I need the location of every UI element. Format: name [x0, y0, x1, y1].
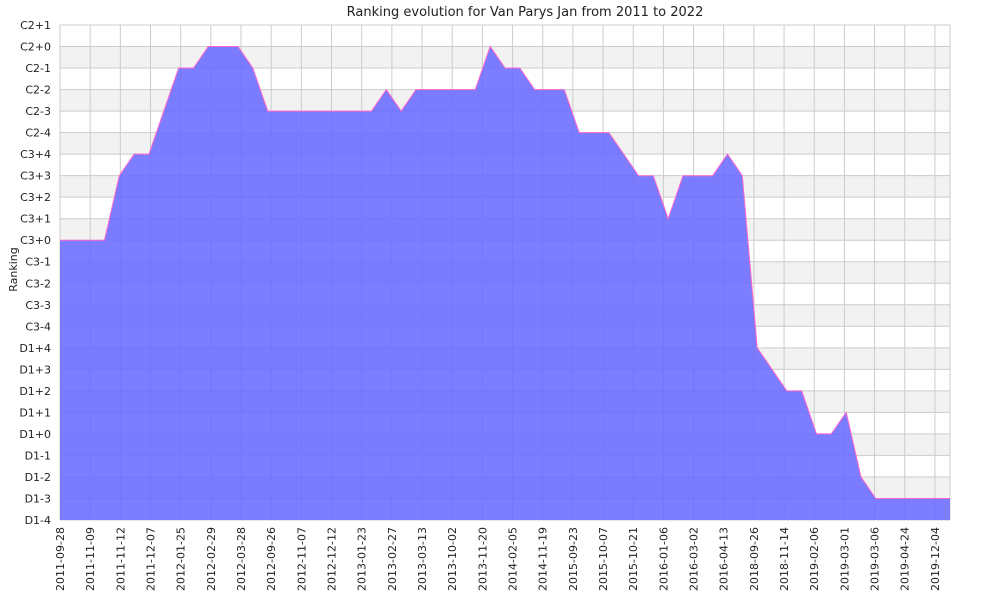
y-tick-label: C2+0 — [20, 41, 51, 54]
grid-band — [60, 46, 950, 69]
x-tick-label: 2019-03-01 — [838, 527, 851, 591]
x-tick-label: 2012-01-25 — [175, 527, 188, 591]
y-tick-label: C3+4 — [20, 148, 51, 161]
y-tick-label: D1+3 — [19, 363, 51, 376]
y-tick-label: D1-1 — [25, 449, 51, 462]
y-tick-label: D1-3 — [25, 492, 51, 505]
x-tick-label: 2012-12-12 — [326, 527, 339, 591]
x-tick-label: 2019-03-06 — [869, 527, 882, 591]
y-tick-label: C2-2 — [25, 84, 51, 97]
x-tick-label: 2019-12-04 — [929, 527, 942, 591]
y-tick-label: D1+4 — [19, 342, 51, 355]
x-tick-label: 2014-11-19 — [537, 527, 550, 591]
x-tick-label: 2011-12-07 — [145, 527, 158, 591]
x-tick-label: 2011-11-12 — [114, 527, 127, 591]
y-tick-label: C3-1 — [25, 256, 51, 269]
y-tick-label: C3+1 — [20, 213, 51, 226]
y-tick-label: D1+0 — [19, 428, 51, 441]
x-tick-label: 2016-01-06 — [657, 527, 670, 591]
x-tick-label: 2015-09-23 — [567, 527, 580, 591]
x-tick-labels: 2011-09-28 2011-11-09 2011-11-12 2011-12-07… — [54, 527, 942, 591]
x-tick-label: 2012-02-29 — [205, 527, 218, 591]
x-tick-label: 2013-10-02 — [446, 527, 459, 591]
x-tick-label: 2015-10-07 — [597, 527, 610, 591]
x-tick-label: 2012-09-26 — [265, 527, 278, 591]
y-tick-labels: D1-4 D1-3 D1-2 D1-1 D1+0 D1+1 D1+2 D1+3 D1+4 C3-4… — [19, 19, 51, 527]
x-tick-label: 2011-09-28 — [54, 527, 67, 591]
x-tick-label: 2011-11-09 — [84, 527, 97, 591]
ranking-line — [60, 45, 950, 499]
y-tick-label: D1+2 — [19, 385, 51, 398]
y-tick-label: C2-3 — [25, 105, 51, 118]
x-tick-label: 2016-04-13 — [718, 527, 731, 591]
y-tick-label: D1+1 — [19, 406, 51, 419]
x-tick-label: 2016-03-02 — [688, 527, 701, 591]
chart-title: Ranking evolution for Van Parys Jan from… — [347, 5, 704, 20]
x-tick-label: 2015-10-21 — [627, 527, 640, 591]
x-tick-label: 2019-02-06 — [808, 527, 821, 591]
y-tick-label: C2+1 — [20, 19, 51, 32]
x-tick-label: 2014-02-05 — [507, 527, 520, 591]
y-tick-label: D1-4 — [25, 514, 51, 527]
ranking-area — [60, 46, 950, 520]
x-tick-label: 2018-11-14 — [778, 527, 791, 591]
x-tick-label: 2013-03-13 — [416, 527, 429, 591]
y-tick-label: C2-1 — [25, 62, 51, 75]
x-tick-label: 2012-11-07 — [295, 527, 308, 591]
y-tick-label: C3+2 — [20, 191, 51, 204]
x-tick-label: 2013-11-20 — [476, 527, 489, 591]
y-tick-label: C3-3 — [25, 299, 51, 312]
x-tick-label: 2012-03-28 — [235, 527, 248, 591]
y-tick-label: C3+3 — [20, 170, 51, 183]
x-tick-label: 2013-02-27 — [386, 527, 399, 591]
x-tick-label: 2019-04-24 — [899, 527, 912, 591]
y-axis-label: Ranking — [7, 247, 20, 292]
x-tick-label: 2018-09-26 — [748, 527, 761, 591]
y-tick-label: C2-4 — [25, 127, 51, 140]
y-tick-label: C3-2 — [25, 277, 51, 290]
y-tick-label: C3+0 — [20, 234, 51, 247]
y-tick-label: C3-4 — [25, 320, 51, 333]
x-tick-label: 2013-01-23 — [356, 527, 369, 591]
y-tick-label: D1-2 — [25, 471, 51, 484]
